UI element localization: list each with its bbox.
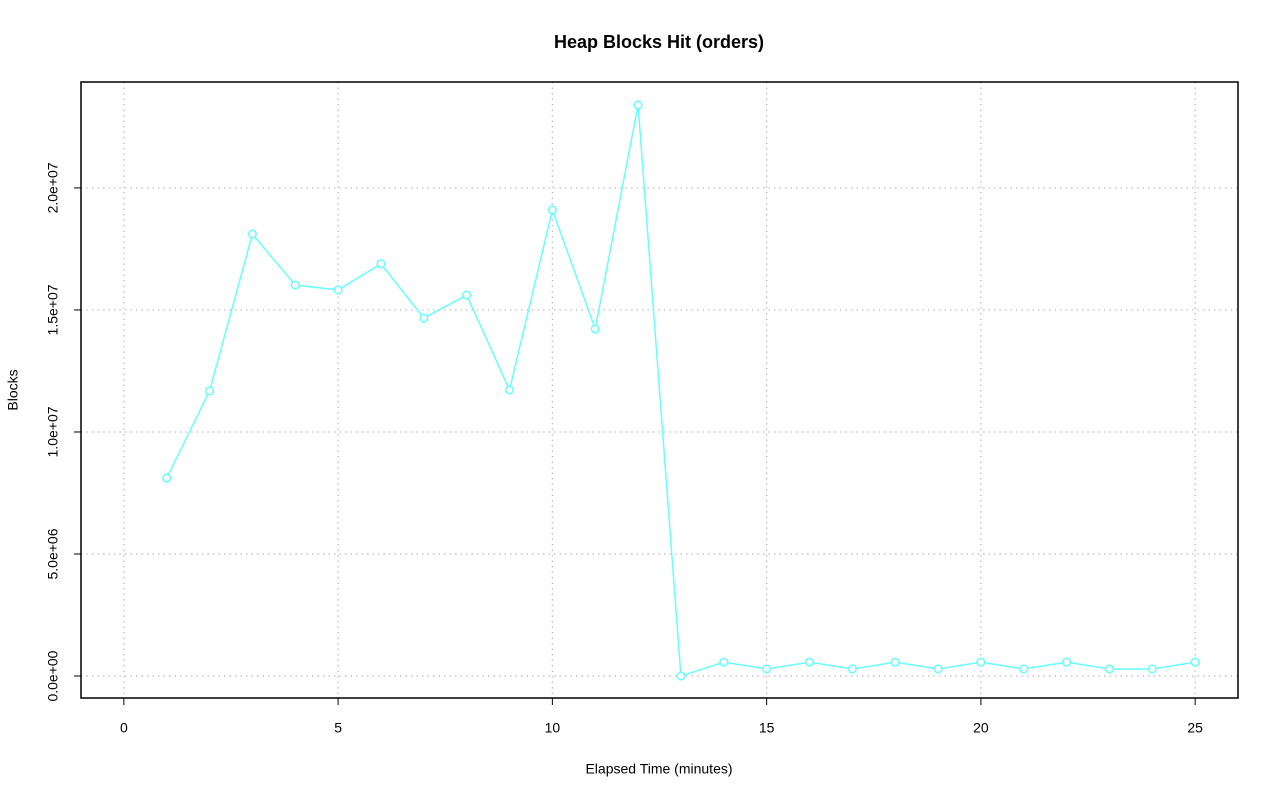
x-axis-label: Elapsed Time (minutes)	[585, 761, 732, 777]
y-tick-label: 2.0e+07	[45, 162, 61, 213]
data-point	[590, 324, 600, 334]
data-point	[633, 100, 643, 110]
data-point	[162, 473, 172, 483]
data-point	[676, 671, 686, 681]
data-point	[419, 313, 429, 323]
data-point	[890, 657, 900, 667]
data-point	[847, 664, 857, 674]
data-point	[933, 664, 943, 674]
data-line	[166, 104, 1196, 678]
data-point	[1019, 664, 1029, 674]
data-point	[205, 386, 215, 396]
data-point	[976, 657, 986, 667]
chart-title: Heap Blocks Hit (orders)	[554, 32, 764, 52]
data-point	[247, 229, 257, 239]
data-point	[547, 205, 557, 215]
data-point	[333, 285, 343, 295]
x-tick-label: 5	[334, 720, 342, 736]
y-tick-label: 0.0e+00	[45, 650, 61, 701]
data-point	[1104, 664, 1114, 674]
data-point	[762, 664, 772, 674]
data-point	[1190, 657, 1200, 667]
data-point	[462, 290, 472, 300]
plot-frame	[80, 81, 1239, 699]
data-point	[290, 280, 300, 290]
y-axis-label: Blocks	[5, 369, 21, 410]
x-tick-label: 20	[973, 720, 989, 736]
data-point	[376, 259, 386, 269]
data-point	[804, 657, 815, 667]
data-point	[504, 385, 515, 395]
data-point	[719, 657, 729, 667]
x-tick-label: 10	[545, 720, 561, 736]
x-tick-label: 25	[1187, 720, 1203, 736]
y-tick-label: 1.0e+07	[45, 406, 61, 457]
y-tick-label: 5.0e+06	[45, 528, 61, 579]
data-point	[1147, 664, 1157, 674]
y-tick-label: 1.5e+07	[45, 284, 61, 335]
data-point	[1062, 657, 1072, 667]
x-tick-label: 15	[759, 720, 775, 736]
x-tick-label: 0	[120, 720, 128, 736]
